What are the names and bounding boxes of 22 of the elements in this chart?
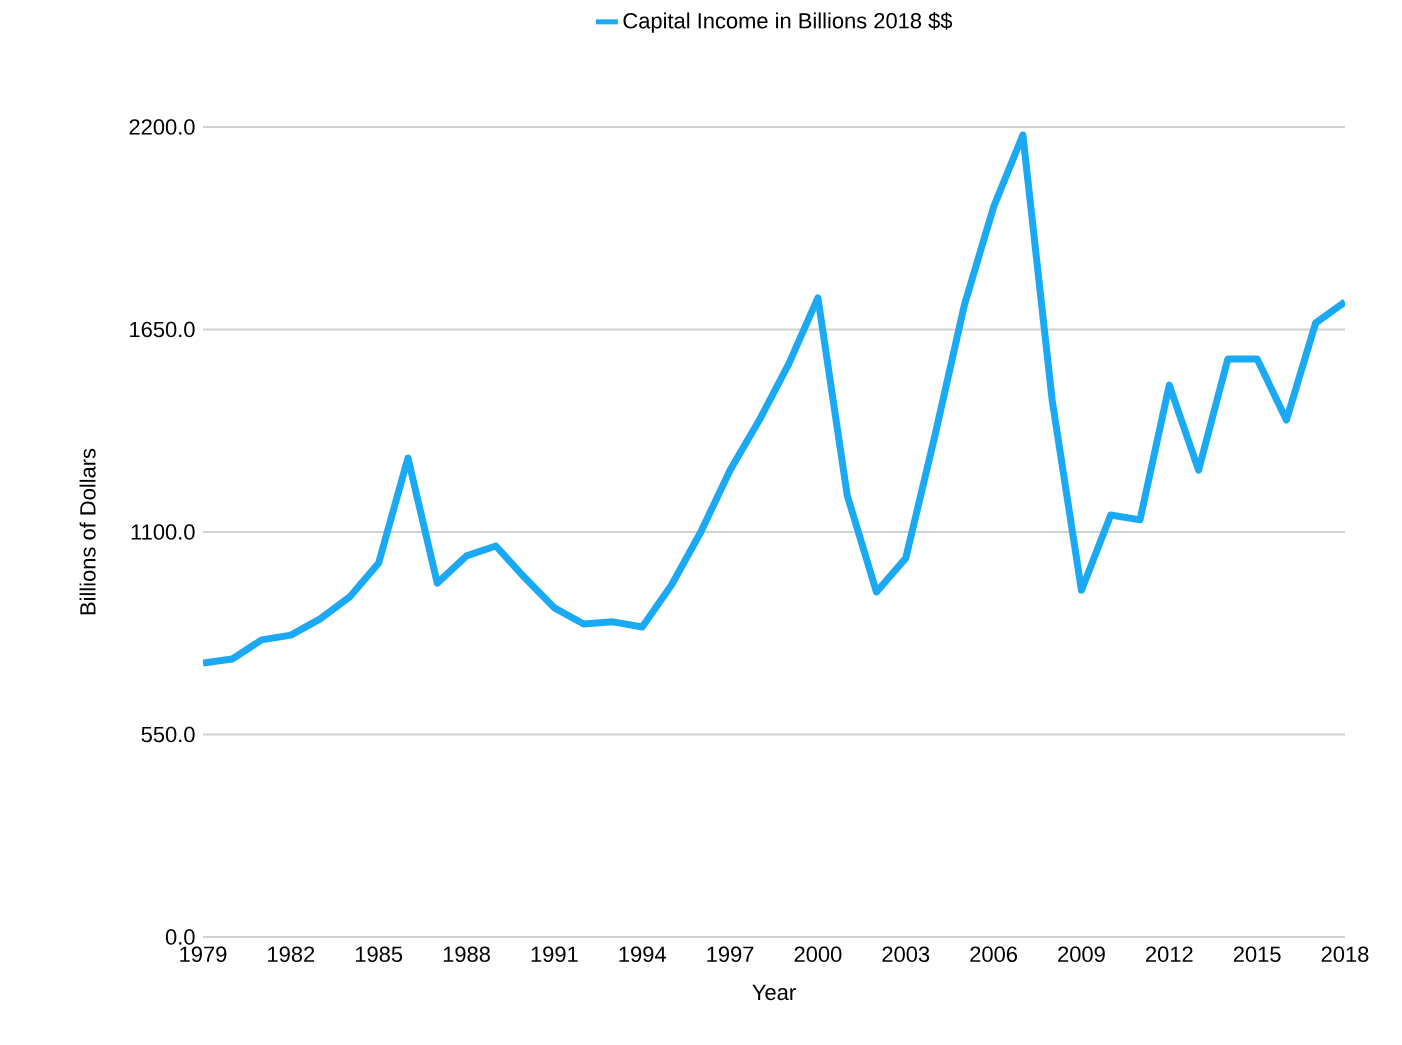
x-tick-label: 2006 xyxy=(970,946,1018,963)
x-axis-title: Year xyxy=(752,984,796,1001)
y-tick-label: 2200.0 xyxy=(129,119,195,135)
x-tick-label: 2015 xyxy=(1233,946,1281,963)
y-axis-title: Billions of Dollars xyxy=(79,448,96,615)
x-tick-label: 1982 xyxy=(268,946,315,963)
y-tick-label: 0.0 xyxy=(165,929,195,945)
y-tick-label: 1650.0 xyxy=(130,321,195,338)
x-tick-label: 2018 xyxy=(1321,946,1369,963)
y-tick-label: 1100.0 xyxy=(131,524,195,540)
legend-label: Capital Income in Billions 2018 $$ xyxy=(623,12,953,33)
x-tick-label: 2003 xyxy=(882,946,930,963)
x-tick-label: 1985 xyxy=(355,946,403,963)
x-tick-label: 1988 xyxy=(443,946,490,963)
x-tick-label: 1997 xyxy=(707,946,754,963)
x-tick-label: 1994 xyxy=(619,946,666,963)
x-tick-label: 1991 xyxy=(531,946,578,963)
x-tick-label: 1979 xyxy=(180,946,227,963)
x-tick-label: 2009 xyxy=(1058,946,1105,963)
x-tick-label: 2000 xyxy=(794,946,842,963)
y-tick-label: 550.0 xyxy=(141,726,195,743)
x-tick-label: 2012 xyxy=(1146,946,1193,963)
